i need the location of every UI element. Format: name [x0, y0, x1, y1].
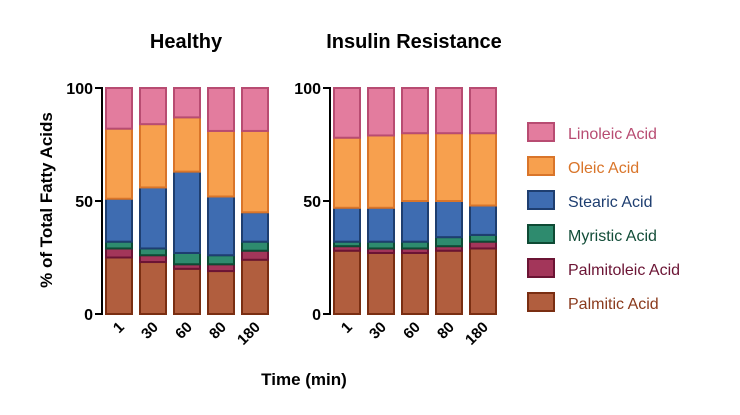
bar-segment-0-3-myristic-acid	[207, 254, 235, 266]
legend-label-0: Linoleic Acid	[568, 126, 657, 143]
bar-segment-1-3-palmitic-acid	[435, 249, 463, 315]
bar-segment-0-4-palmitoleic-acid	[241, 249, 269, 261]
bar-segment-0-0-palmitic-acid	[105, 256, 133, 315]
bar-segment-0-3-oleic-acid	[207, 129, 235, 198]
bar-segment-0-4-palmitic-acid	[241, 258, 269, 316]
bar-segment-0-2-palmitic-acid	[173, 267, 201, 315]
bar-segment-0-0-stearic-acid	[105, 197, 133, 243]
bar-segment-0-4-linoleic-acid	[241, 87, 269, 132]
bar-segment-0-1-palmitoleic-acid	[139, 254, 167, 264]
legend-swatch-3	[527, 224, 555, 244]
bar-segment-0-1-stearic-acid	[139, 186, 167, 250]
y-tick-label-1-1: 50	[303, 194, 321, 211]
x-tick-label-0-0: 1	[110, 319, 128, 337]
x-tick-label-0-1: 30	[138, 319, 162, 343]
legend-swatch-5	[527, 292, 555, 312]
bar-segment-1-4-linoleic-acid	[469, 87, 497, 135]
bar-segment-0-4-stearic-acid	[241, 211, 269, 243]
legend-swatch-2	[527, 190, 555, 210]
bar-segment-1-3-linoleic-acid	[435, 87, 463, 135]
bar-segment-1-4-oleic-acid	[469, 132, 497, 207]
bar-segment-1-4-palmitoleic-acid	[469, 240, 497, 250]
bar-segment-1-1-stearic-acid	[367, 206, 395, 243]
x-tick-label-0-4: 180	[234, 319, 264, 349]
x-tick-label-1-1: 30	[366, 319, 390, 343]
x-tick-label-1-2: 60	[400, 319, 424, 343]
bar-segment-1-0-linoleic-acid	[333, 87, 361, 139]
y-tick-label-0-2: 100	[66, 81, 93, 98]
bar-segment-1-2-palmitic-acid	[401, 251, 429, 315]
x-axis-title: Time (min)	[261, 370, 347, 389]
bar-segment-0-2-linoleic-acid	[173, 87, 201, 119]
bar-segment-0-4-myristic-acid	[241, 240, 269, 252]
bar-segment-1-2-stearic-acid	[401, 200, 429, 243]
bar-segment-1-3-myristic-acid	[435, 236, 463, 248]
bar-segment-0-1-myristic-acid	[139, 247, 167, 257]
x-tick-label-0-2: 60	[172, 319, 196, 343]
legend-swatch-0	[527, 122, 555, 142]
y-axis-title: % of Total Fatty Acids	[37, 112, 56, 288]
bar-segment-0-2-oleic-acid	[173, 116, 201, 173]
bar-segment-0-3-palmitic-acid	[207, 270, 235, 315]
y-tick-label-1-2: 100	[294, 81, 321, 98]
legend-swatch-1	[527, 156, 555, 176]
bar-segment-1-3-stearic-acid	[435, 200, 463, 239]
x-tick-label-1-3: 80	[434, 319, 458, 343]
bar-segment-1-2-linoleic-acid	[401, 87, 429, 135]
bar-segment-0-4-oleic-acid	[241, 129, 269, 214]
y-tick-label-0-0: 0	[84, 307, 93, 324]
bar-segment-1-2-oleic-acid	[401, 132, 429, 202]
bar-segment-1-1-oleic-acid	[367, 134, 395, 209]
legend-label-5: Palmitic Acid	[568, 296, 659, 313]
bar-segment-0-3-linoleic-acid	[207, 87, 235, 132]
legend-label-2: Stearic Acid	[568, 194, 652, 211]
bar-segment-0-3-stearic-acid	[207, 195, 235, 257]
bar-segment-0-2-stearic-acid	[173, 170, 201, 254]
bar-segment-1-1-linoleic-acid	[367, 87, 395, 137]
bar-segment-1-0-palmitic-acid	[333, 249, 361, 315]
legend-label-4: Palmitoleic Acid	[568, 262, 680, 279]
bar-segment-0-1-oleic-acid	[139, 123, 167, 189]
bar-segment-0-1-linoleic-acid	[139, 87, 167, 126]
bar-segment-0-0-linoleic-acid	[105, 87, 133, 130]
bar-segment-1-1-palmitic-acid	[367, 251, 395, 315]
bar-segment-0-2-myristic-acid	[173, 251, 201, 266]
x-tick-label-1-0: 1	[338, 319, 356, 337]
x-tick-label-0-3: 80	[206, 319, 230, 343]
x-tick-label-1-4: 180	[462, 319, 492, 349]
panel-title-0: Healthy	[150, 31, 223, 53]
bar-segment-1-4-palmitic-acid	[469, 247, 497, 316]
bar-segment-1-0-oleic-acid	[333, 136, 361, 209]
bar-segment-1-3-oleic-acid	[435, 132, 463, 202]
bar-segment-0-0-myristic-acid	[105, 240, 133, 250]
panel-title-1: Insulin Resistance	[326, 31, 502, 53]
bar-segment-0-0-palmitoleic-acid	[105, 247, 133, 259]
bar-segment-0-3-palmitoleic-acid	[207, 263, 235, 273]
y-tick-label-1-0: 0	[312, 307, 321, 324]
bar-segment-0-0-oleic-acid	[105, 127, 133, 200]
legend-swatch-4	[527, 258, 555, 278]
bar-segment-1-0-stearic-acid	[333, 206, 361, 243]
bar-segment-1-2-myristic-acid	[401, 240, 429, 250]
bar-segment-1-4-myristic-acid	[469, 233, 497, 243]
legend-label-3: Myristic Acid	[568, 228, 657, 245]
bar-segment-1-1-myristic-acid	[367, 240, 395, 250]
bar-segment-1-4-stearic-acid	[469, 204, 497, 236]
bar-segment-0-1-palmitic-acid	[139, 261, 167, 315]
y-tick-label-0-1: 50	[75, 194, 93, 211]
legend-label-1: Oleic Acid	[568, 160, 639, 177]
